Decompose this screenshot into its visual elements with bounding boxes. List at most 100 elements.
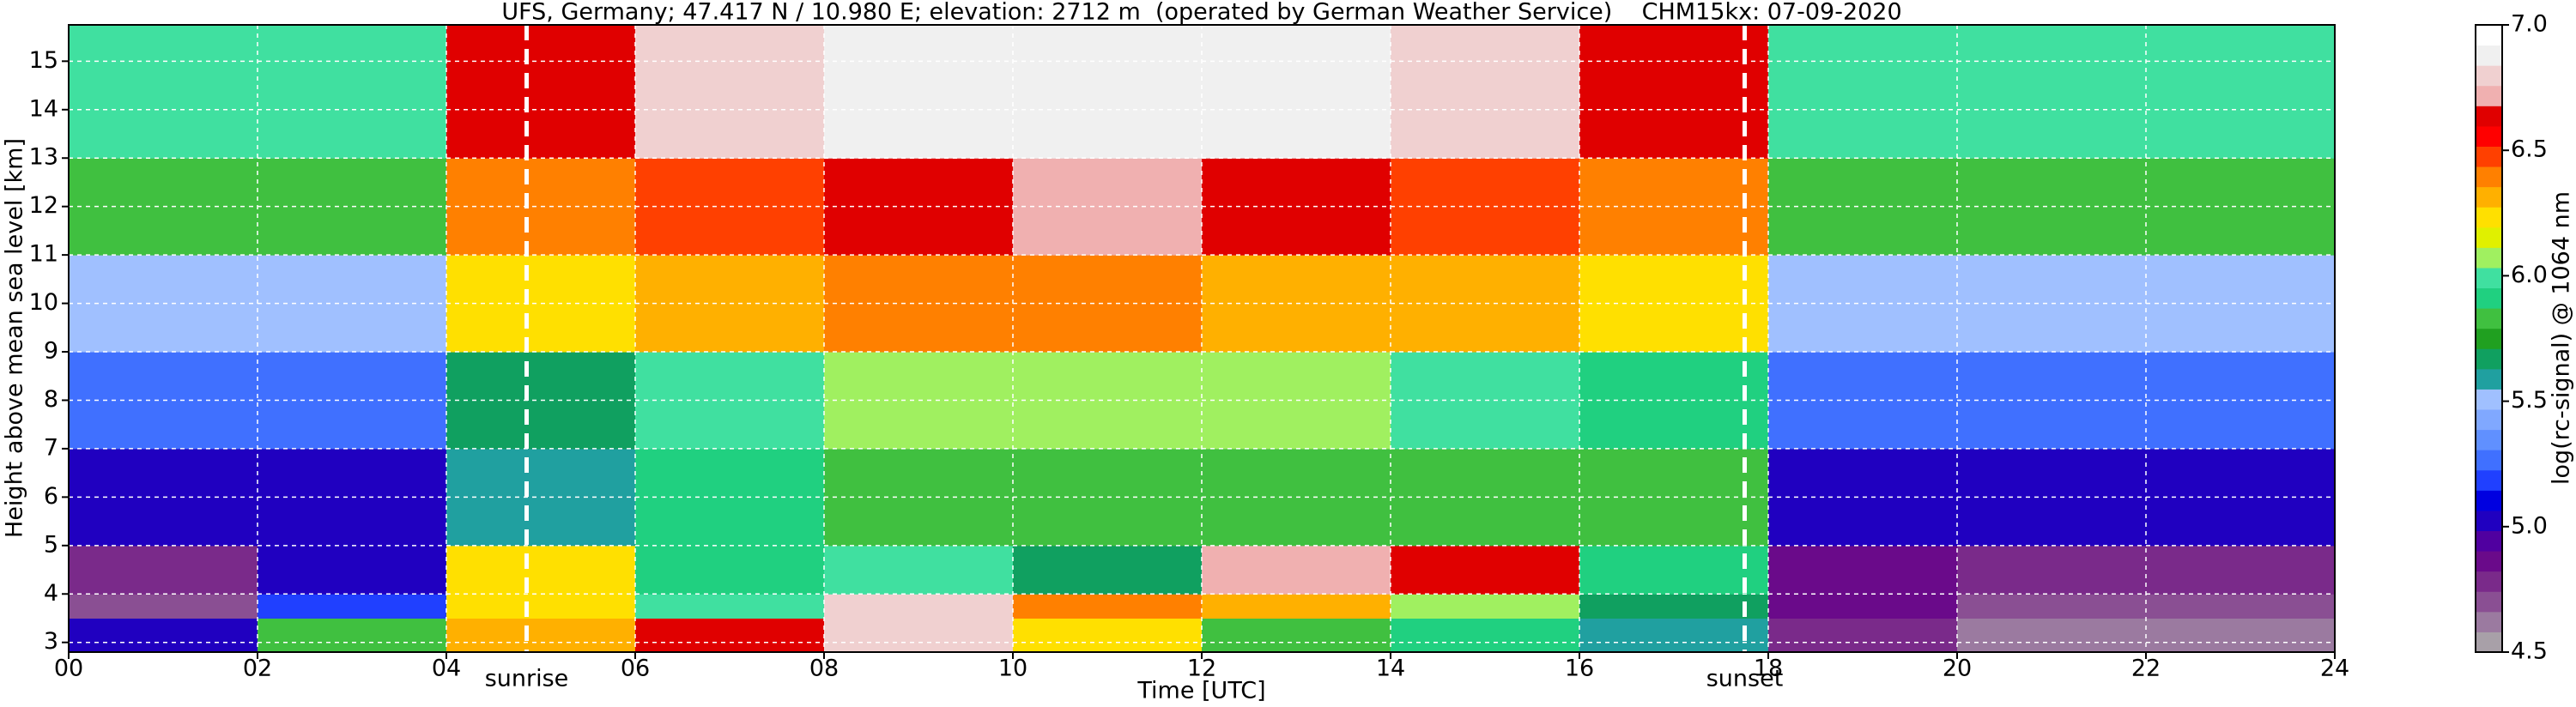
colorbar-segment <box>2476 348 2502 370</box>
colorbar-label: log(rc-signal) @ 1064 nm <box>2549 191 2575 485</box>
x-tick-label: 20 <box>1943 656 1972 682</box>
y-tick-label: 12 <box>29 192 58 219</box>
x-tick-label: 00 <box>54 656 83 682</box>
colorbar-segment <box>2476 611 2502 632</box>
heatmap-cell <box>1768 545 1958 595</box>
colorbar-segment <box>2476 207 2502 228</box>
colorbar-tick-label: 4.5 <box>2511 638 2548 665</box>
colorbar-segment <box>2476 186 2502 208</box>
heatmap-cell <box>635 25 825 159</box>
y-tick-label: 15 <box>29 47 58 74</box>
colorbar-segment <box>2476 450 2502 471</box>
heatmap-cell <box>1013 618 1203 653</box>
y-tick-label: 3 <box>44 628 58 655</box>
heatmap-cell <box>258 618 447 653</box>
colorbar-tick-label: 7.0 <box>2511 11 2548 38</box>
heatmap-cell <box>446 25 636 159</box>
x-tick-label: 16 <box>1565 656 1594 682</box>
x-tick-label: 22 <box>2131 656 2161 682</box>
heatmap-cell <box>1957 545 2147 595</box>
y-tick-label: 10 <box>29 289 58 316</box>
y-tick-label: 4 <box>44 580 58 607</box>
x-tick-label: 12 <box>1187 656 1216 682</box>
heatmap-cell <box>446 594 636 619</box>
heatmap-cell <box>2146 618 2336 653</box>
heatmap-cell <box>69 618 258 653</box>
x-tick-label: 04 <box>432 656 461 682</box>
x-tick-label: 18 <box>1754 656 1783 682</box>
colorbar-segment <box>2476 247 2502 269</box>
heatmap-cell <box>1391 618 1580 653</box>
heatmap-cell <box>635 545 825 595</box>
colorbar-segment <box>2476 429 2502 450</box>
colorbar-segment <box>2476 146 2502 167</box>
colorbar-segment <box>2476 631 2502 653</box>
y-tick-label: 6 <box>44 483 58 510</box>
colorbar-segment <box>2476 551 2502 572</box>
colorbar-segment <box>2476 106 2502 127</box>
event-label: sunrise <box>485 666 569 692</box>
colorbar-tick-label: 6.0 <box>2511 262 2548 288</box>
heatmap-cell <box>69 545 258 595</box>
heatmap-cell <box>258 25 447 159</box>
heatmap-cell <box>446 545 636 595</box>
heatmap-cell <box>1391 25 1580 159</box>
colorbar-segment <box>2476 125 2502 147</box>
colorbar-segment <box>2476 25 2502 46</box>
heatmap-cell <box>824 25 1014 159</box>
heatmap-cell <box>2146 594 2336 619</box>
heatmap-cell <box>1391 545 1580 595</box>
colorbar-segment <box>2476 469 2502 491</box>
heatmap-cell <box>2146 25 2336 159</box>
y-tick-label: 7 <box>44 434 58 461</box>
heatmap-cell <box>824 545 1014 595</box>
colorbar-segment <box>2476 85 2502 106</box>
colorbar-tick-label: 5.0 <box>2511 512 2548 539</box>
colorbar-tick-label: 5.5 <box>2511 387 2548 414</box>
heatmap-cell <box>1391 594 1580 619</box>
heatmap-cell <box>1013 545 1203 595</box>
colorbar-segment <box>2476 571 2502 592</box>
colorbar-segment <box>2476 328 2502 349</box>
heatmap-cell <box>1202 545 1391 595</box>
heatmap-cell <box>1957 618 2147 653</box>
heatmap-cell <box>1013 25 1203 159</box>
colorbar-segment <box>2476 267 2502 289</box>
colorbar-segment <box>2476 308 2502 329</box>
heatmap-cell <box>1768 25 1958 159</box>
y-tick-label: 11 <box>29 241 58 268</box>
y-tick-label: 5 <box>44 531 58 558</box>
chart-title: UFS, Germany; 47.417 N / 10.980 E; eleva… <box>501 0 1901 26</box>
x-tick-label: 08 <box>809 656 839 682</box>
x-tick-label: 14 <box>1376 656 1405 682</box>
heatmap-cell <box>824 594 1014 619</box>
colorbar-segment <box>2476 166 2502 188</box>
heatmap-cell <box>824 618 1014 653</box>
y-axis-label: Height above mean sea level [km] <box>2 138 28 538</box>
y-tick-label: 8 <box>44 386 58 413</box>
colorbar-tick-label: 6.5 <box>2511 136 2548 163</box>
plot-frame <box>68 24 2336 653</box>
colorbar-segment <box>2476 65 2502 87</box>
heatmap-cell <box>1579 25 1769 159</box>
heatmap-cell <box>69 25 258 159</box>
colorbar-segment <box>2476 45 2502 66</box>
colorbar-segment <box>2476 368 2502 390</box>
y-tick-label: 13 <box>29 144 58 171</box>
heatmap-cell <box>1202 25 1391 159</box>
x-tick-label: 24 <box>2320 656 2349 682</box>
colorbar-segment <box>2476 530 2502 552</box>
colorbar-segment <box>2476 227 2502 248</box>
x-tick-label: 06 <box>621 656 650 682</box>
colorbar-frame <box>2475 24 2503 653</box>
heatmap-cell <box>258 545 447 595</box>
x-axis-label: Time [UTC] <box>1136 678 1265 704</box>
heatmap-cell <box>1202 594 1391 619</box>
heatmap-cell <box>1768 618 1958 653</box>
colorbar-segment <box>2476 490 2502 511</box>
heatmap-cell <box>69 594 258 619</box>
y-tick-label: 9 <box>44 338 58 365</box>
heatmap-cell <box>635 618 825 653</box>
x-tick-label: 02 <box>243 656 272 682</box>
heatmap-cell <box>1579 545 1769 595</box>
